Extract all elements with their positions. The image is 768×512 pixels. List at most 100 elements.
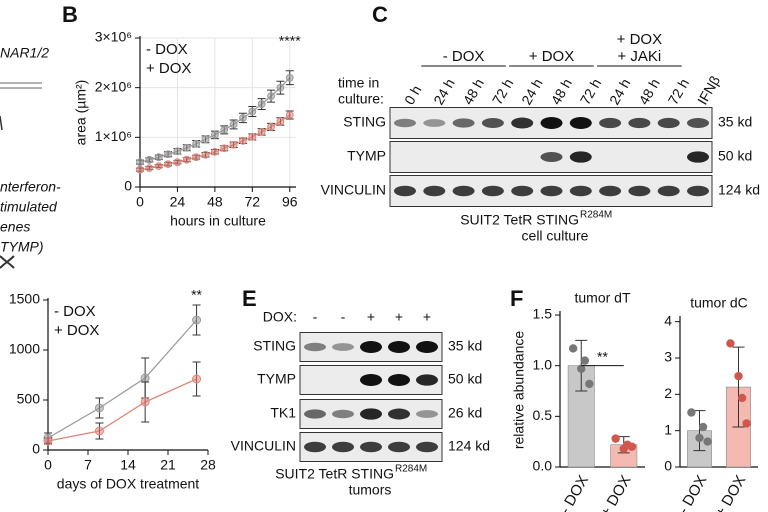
data-point (145, 164, 154, 173)
data-point (248, 132, 257, 141)
blot-band (332, 441, 354, 453)
data-point (43, 436, 53, 446)
blot-band (394, 118, 416, 128)
blot-band (332, 409, 354, 419)
blot-band (599, 155, 621, 160)
data-point (257, 127, 266, 136)
data-point (154, 162, 163, 171)
kd-label: 35 kd (718, 114, 752, 130)
y-tick-label: 0 (664, 458, 672, 474)
fragment-text: enes (0, 219, 30, 235)
y-axis-label: relative abundance (511, 331, 527, 450)
blot-band (452, 118, 475, 128)
x-axis-label: days of DOX treatment (57, 476, 200, 492)
x-tick-label: 28 (200, 457, 216, 473)
y-tick-label: 2×10⁶ (95, 78, 132, 94)
lane-label: 48 h (635, 76, 662, 108)
blot-band (511, 117, 534, 129)
time-label: culture: (338, 91, 384, 107)
blot-band (569, 151, 592, 163)
data-point (192, 153, 201, 162)
lane-label: 48 h (460, 76, 487, 108)
data-point (257, 100, 266, 108)
blot-band (628, 155, 650, 160)
data-point (698, 422, 708, 432)
y-tick-label: 3×10⁶ (95, 29, 132, 45)
lane-label: 72 h (665, 76, 692, 108)
x-tick-label: - DOX (675, 472, 711, 512)
blot-band (360, 408, 382, 420)
dna-icon (0, 255, 15, 269)
x-tick-label: - DOX (557, 472, 593, 512)
data-point (210, 130, 219, 139)
series-line (47, 378, 197, 442)
blot-band (423, 155, 445, 160)
y-tick-label: 0.5 (533, 407, 553, 423)
data-point (164, 160, 172, 169)
legend-label: - DOX (146, 41, 188, 58)
caption-superscript: R284M (580, 210, 612, 221)
lane-label: 72 h (489, 76, 516, 108)
blot-band (657, 117, 680, 129)
data-point (267, 92, 275, 101)
y-tick-label: 1×10⁶ (95, 128, 132, 144)
blot-band (360, 341, 382, 353)
blot-band (416, 374, 438, 386)
caption: cell culture (522, 228, 589, 244)
blot-band (540, 152, 563, 162)
data-point (568, 344, 578, 353)
annotation: ** (597, 348, 608, 364)
data-point (182, 143, 191, 152)
blot-band (304, 441, 326, 453)
group-label: + DOX (617, 31, 662, 48)
blot-band (482, 155, 504, 160)
chart-title: tumor dT (574, 290, 630, 306)
data-point (182, 155, 191, 164)
blot-band (416, 410, 438, 418)
lane-label: + (423, 309, 431, 325)
blot-band (388, 408, 410, 420)
panel-label: B (62, 2, 78, 27)
lane-label: 24 h (430, 76, 457, 108)
fragment-text: timulated (0, 199, 58, 215)
data-point (154, 153, 163, 162)
data-point (577, 364, 586, 373)
data-point (239, 114, 247, 122)
x-tick-label: 96 (282, 194, 298, 210)
dox-label: DOX: (263, 309, 297, 325)
arrow-stub (0, 115, 3, 131)
data-point (276, 117, 285, 126)
data-point (192, 374, 202, 384)
data-point (687, 408, 696, 417)
y-tick-label: 500 (17, 391, 41, 407)
data-point (201, 135, 210, 144)
data-point (229, 120, 238, 129)
blot-band (569, 117, 592, 129)
blot-band (481, 118, 504, 128)
x-axis-label: hours in culture (170, 213, 266, 229)
data-point (220, 125, 229, 134)
fragment-text: NAR1/2 (0, 45, 49, 61)
blot-band (360, 374, 382, 386)
data-point (94, 403, 104, 413)
kd-label: 26 kd (448, 405, 482, 421)
data-point (201, 150, 210, 159)
data-point (94, 426, 104, 436)
lane-label: + (367, 309, 375, 325)
lane-label: 24 h (606, 76, 633, 108)
data-point (276, 83, 285, 92)
blot-band (481, 185, 504, 197)
y-tick-label: 0 (124, 178, 132, 194)
panel-label: E (242, 286, 257, 311)
x-tick-label: + DOX (597, 472, 634, 512)
blot-band (304, 342, 326, 352)
blot-band (628, 117, 651, 129)
data-point (623, 440, 632, 449)
x-tick-label: 0 (136, 194, 144, 210)
blot-band (332, 378, 354, 383)
row-label: TK1 (270, 405, 296, 421)
group-label: + JAKi (618, 48, 662, 65)
lane-label: 24 h (518, 76, 545, 108)
blot-band (304, 409, 326, 419)
blot-band (569, 185, 592, 197)
